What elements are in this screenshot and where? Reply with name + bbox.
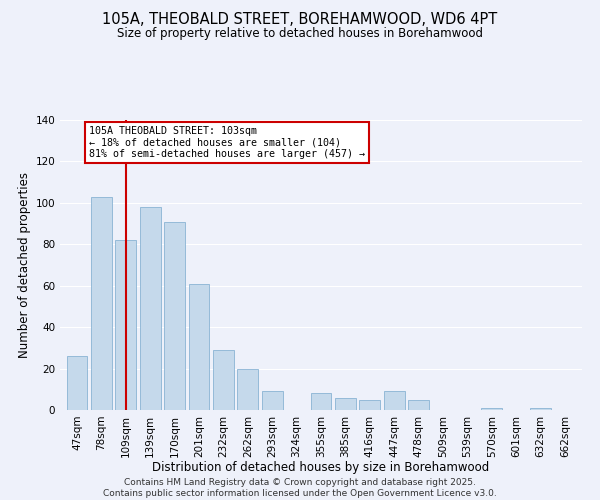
Bar bbox=[481, 408, 502, 410]
Bar bbox=[384, 392, 404, 410]
Bar bbox=[188, 284, 209, 410]
Text: Size of property relative to detached houses in Borehamwood: Size of property relative to detached ho… bbox=[117, 28, 483, 40]
Bar bbox=[335, 398, 356, 410]
Text: Contains HM Land Registry data © Crown copyright and database right 2025.
Contai: Contains HM Land Registry data © Crown c… bbox=[103, 478, 497, 498]
Bar bbox=[67, 356, 88, 410]
Bar bbox=[91, 196, 112, 410]
Bar bbox=[238, 368, 258, 410]
Bar bbox=[311, 394, 331, 410]
Bar bbox=[530, 408, 551, 410]
Text: 105A, THEOBALD STREET, BOREHAMWOOD, WD6 4PT: 105A, THEOBALD STREET, BOREHAMWOOD, WD6 … bbox=[103, 12, 497, 28]
Y-axis label: Number of detached properties: Number of detached properties bbox=[18, 172, 31, 358]
Bar bbox=[408, 400, 429, 410]
Bar bbox=[359, 400, 380, 410]
X-axis label: Distribution of detached houses by size in Borehamwood: Distribution of detached houses by size … bbox=[152, 461, 490, 474]
Bar bbox=[262, 392, 283, 410]
Bar bbox=[164, 222, 185, 410]
Bar bbox=[140, 207, 161, 410]
Bar bbox=[115, 240, 136, 410]
Text: 105A THEOBALD STREET: 103sqm
← 18% of detached houses are smaller (104)
81% of s: 105A THEOBALD STREET: 103sqm ← 18% of de… bbox=[89, 126, 365, 160]
Bar bbox=[213, 350, 234, 410]
